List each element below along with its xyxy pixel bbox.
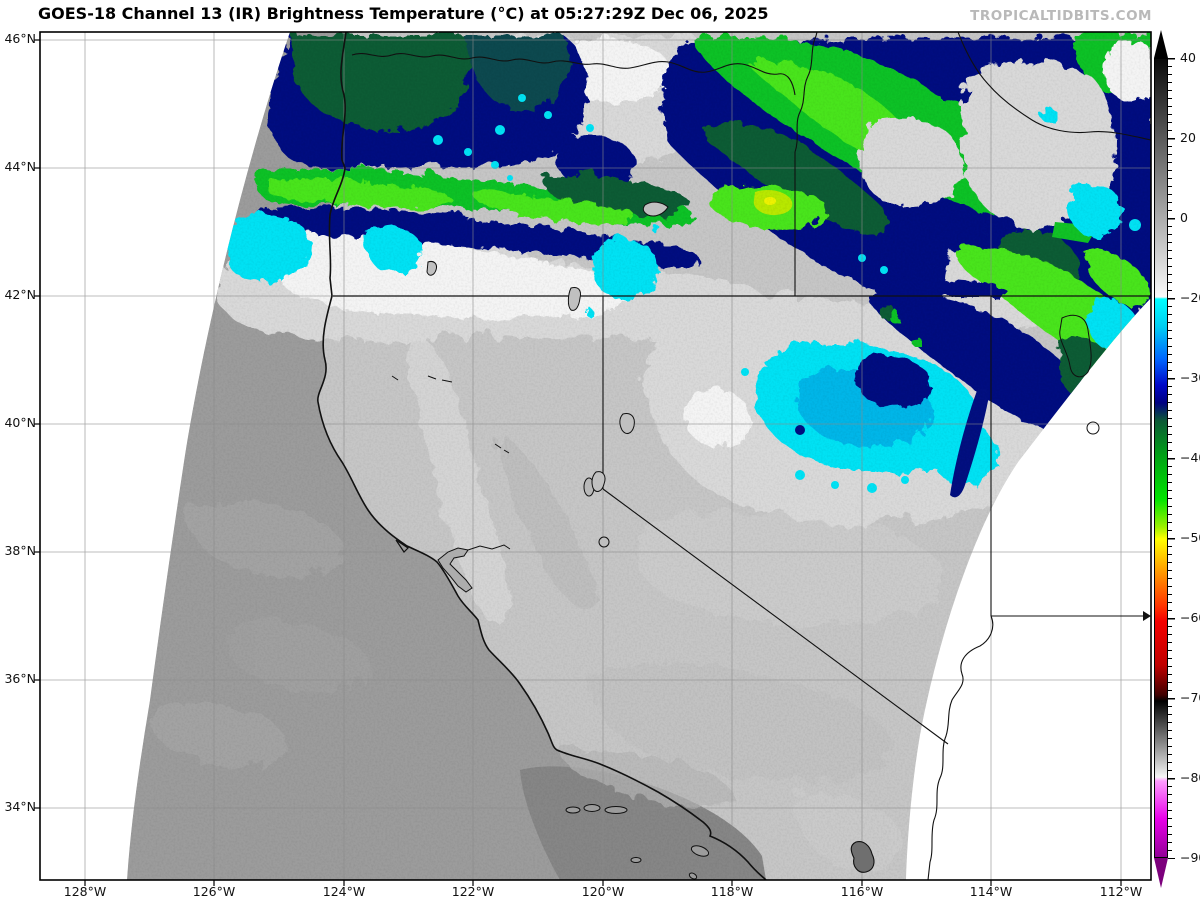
- mono-lake: [598, 536, 610, 548]
- lon-label-114w: 114°W: [969, 884, 1013, 899]
- colorbar-tick-m40: −40: [1180, 450, 1200, 465]
- colorbar-tick-m60: −60: [1180, 610, 1200, 625]
- page-title: GOES-18 Channel 13 (IR) Brightness Tempe…: [38, 4, 769, 23]
- columbia-river: [351, 53, 796, 96]
- lat-label-42n: 42°N: [4, 287, 36, 302]
- geography-lines: [317, 32, 1151, 880]
- point-reyes: [395, 539, 409, 553]
- lon-label-124w: 124°W: [322, 884, 366, 899]
- utah-lake: [1086, 421, 1100, 435]
- lat-label-46n: 46°N: [4, 31, 36, 46]
- pyramid-lake: [619, 413, 635, 434]
- colorbar-tick-m70: −70: [1180, 690, 1200, 705]
- lat-label-38n: 38°N: [4, 543, 36, 558]
- colorbar-under-arrow: [1154, 858, 1168, 888]
- colorbar-tick-40: 40: [1180, 50, 1196, 65]
- watermark: TROPICALTIDBITS.COM: [970, 8, 1152, 24]
- small-lakes-squiggle: [494, 443, 510, 454]
- colorbar-tick-m50: −50: [1180, 530, 1200, 545]
- goose-lake: [567, 287, 581, 311]
- border-37n-arrowhead: [1143, 611, 1151, 621]
- san-francisco-bay: [437, 547, 473, 593]
- colorbar-tick-m30: −30: [1180, 370, 1200, 385]
- satellite-swath: [127, 32, 1151, 880]
- colorbar: 40 20 0 −20 −30 −40 −50 −60 −70 −80 −90: [1154, 30, 1200, 900]
- honey-lake-squiggles: [391, 375, 453, 383]
- colorbar-major-ticks: [1168, 58, 1175, 859]
- colorbar-gradient: [1154, 58, 1168, 858]
- pixel-grain-overlay: [127, 32, 1151, 880]
- malheur-lake: [642, 201, 669, 217]
- lat-label-40n: 40°N: [4, 415, 36, 430]
- channel-islands: [565, 804, 710, 880]
- lon-label-116w: 116°W: [840, 884, 884, 899]
- axis-ticks: [34, 39, 1122, 886]
- lon-label-128w: 128°W: [63, 884, 107, 899]
- walker-lake: [591, 471, 606, 492]
- pacific-coastline: [317, 32, 767, 880]
- colorbar-tick-m90: −90: [1180, 850, 1200, 865]
- lat-label-34n: 34°N: [4, 799, 36, 814]
- map-frame: [34, 31, 1152, 886]
- snake-river-west: [794, 32, 818, 153]
- upper-klamath-lake: [426, 261, 437, 276]
- colorbar-over-arrow: [1154, 30, 1168, 58]
- sacramento-delta: [467, 544, 511, 551]
- colorbar-tick-m20: −20: [1180, 290, 1200, 305]
- border-california-nevada-diagonal: [602, 488, 949, 745]
- lon-label-118w: 118°W: [710, 884, 754, 899]
- lon-label-120w: 120°W: [581, 884, 625, 899]
- colorbar-tick-0: 0: [1180, 210, 1188, 225]
- lon-label-126w: 126°W: [192, 884, 236, 899]
- colorbar-tick-20: 20: [1180, 130, 1196, 145]
- lat-label-44n: 44°N: [4, 159, 36, 174]
- lat-label-36n: 36°N: [4, 671, 36, 686]
- snake-river-idaho: [957, 32, 1151, 141]
- salton-sea: [850, 841, 875, 873]
- lon-label-112w: 112°W: [1099, 884, 1143, 899]
- lon-label-122w: 122°W: [451, 884, 495, 899]
- colorbar-tick-m80: −80: [1180, 770, 1200, 785]
- colorado-river-border: [927, 615, 994, 880]
- great-salt-lake: [1059, 314, 1092, 378]
